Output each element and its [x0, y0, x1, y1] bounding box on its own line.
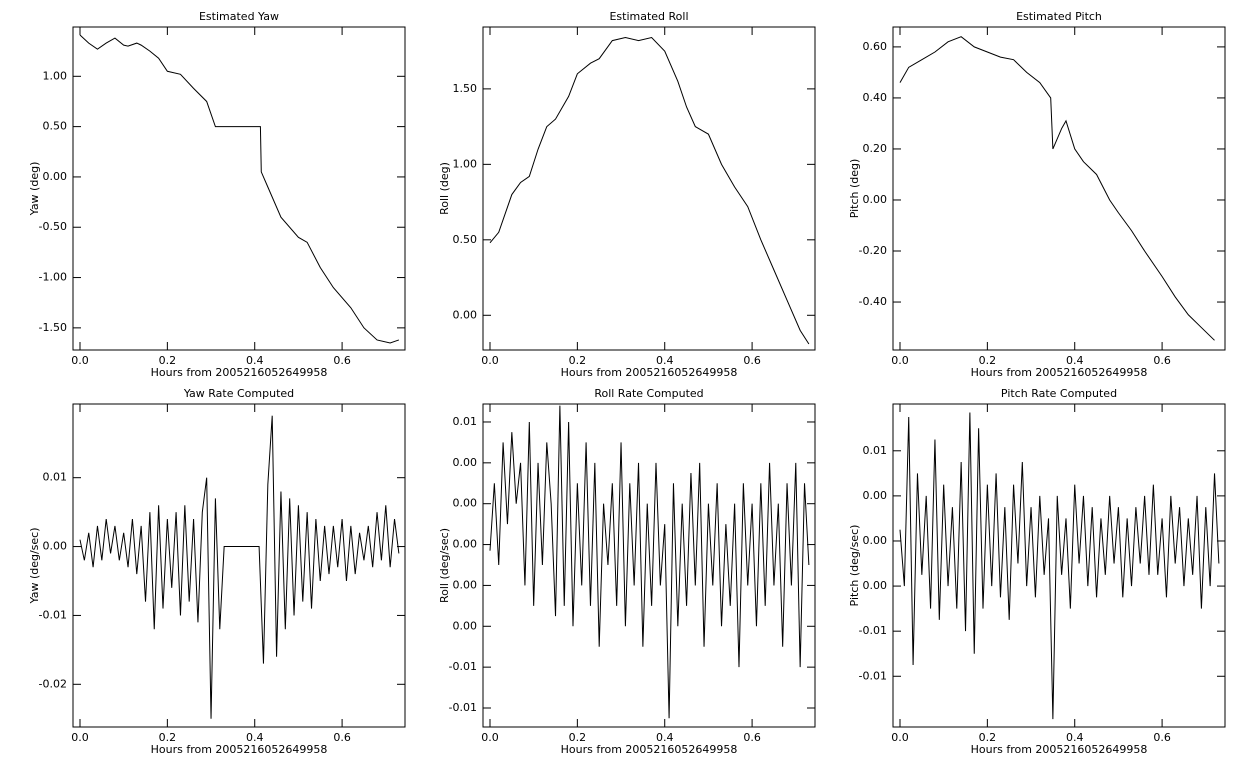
y-tick-label: 0.01 — [863, 444, 888, 457]
plot-frame — [482, 26, 816, 351]
y-tick-label: 0.50 — [43, 120, 68, 133]
y-tick-label: 0.00 — [453, 497, 478, 510]
y-tick-label: -0.01 — [449, 660, 477, 673]
x-tick-label: 0.6 — [743, 731, 761, 744]
plot-frame — [482, 403, 816, 728]
y-tick-label: 0.00 — [863, 534, 888, 547]
x-axis-label: Hours from 2005216052649958 — [971, 743, 1148, 756]
y-tick-label: -0.40 — [859, 295, 887, 308]
y-axis-label: Yaw (deg) — [28, 162, 41, 217]
x-tick-label: 0.4 — [656, 354, 674, 367]
y-tick-label: 0.00 — [863, 579, 888, 592]
y-tick-label: -0.01 — [859, 669, 887, 682]
y-axis-label: Pitch (deg/sec) — [848, 525, 861, 607]
y-tick-label: -0.02 — [39, 677, 67, 690]
x-axis-label: Hours from 2005216052649958 — [561, 743, 738, 756]
x-tick-label: 0.2 — [159, 731, 177, 744]
x-tick-label: 0.4 — [246, 731, 264, 744]
data-line — [489, 405, 810, 719]
y-tick-label: -0.50 — [39, 220, 67, 233]
chart-title: Estimated Roll — [609, 10, 688, 23]
x-tick-label: 0.2 — [979, 731, 997, 744]
x-tick-label: 0.6 — [333, 731, 351, 744]
y-tick-label: 0.00 — [453, 538, 478, 551]
chart-title: Pitch Rate Computed — [1001, 387, 1117, 400]
y-tick-label: 0.01 — [43, 471, 68, 484]
y-tick-label: 1.00 — [43, 69, 68, 82]
x-tick-label: 0.0 — [481, 354, 499, 367]
x-axis-label: Hours from 2005216052649958 — [561, 366, 738, 379]
y-tick-label: 1.50 — [453, 82, 478, 95]
plot-frame — [892, 26, 1226, 351]
y-tick-label: 0.50 — [453, 233, 478, 246]
x-tick-label: 0.0 — [481, 731, 499, 744]
y-tick-label: 0.00 — [43, 540, 68, 553]
data-line — [79, 415, 400, 719]
data-line — [79, 34, 400, 344]
y-tick-label: -0.01 — [39, 608, 67, 621]
x-tick-label: 0.0 — [891, 731, 909, 744]
y-tick-label: -0.20 — [859, 244, 887, 257]
y-tick-label: 0.60 — [863, 40, 888, 53]
x-tick-label: 0.4 — [1066, 731, 1084, 744]
y-tick-label: 0.00 — [453, 308, 478, 321]
data-line — [489, 37, 810, 345]
y-tick-label: -0.01 — [449, 701, 477, 714]
x-tick-label: 0.6 — [743, 354, 761, 367]
y-tick-label: 0.00 — [863, 489, 888, 502]
x-tick-label: 0.4 — [1066, 354, 1084, 367]
y-axis-label: Roll (deg/sec) — [438, 528, 451, 603]
y-tick-label: -1.00 — [39, 271, 67, 284]
data-line — [899, 412, 1220, 720]
y-tick-label: 1.00 — [453, 157, 478, 170]
x-tick-label: 0.6 — [333, 354, 351, 367]
y-tick-label: 0.40 — [863, 91, 888, 104]
y-tick-label: 0.00 — [453, 619, 478, 632]
y-axis-label: Roll (deg) — [438, 162, 451, 215]
data-line — [899, 36, 1215, 341]
chart-title: Estimated Pitch — [1016, 10, 1102, 23]
x-tick-label: 0.2 — [159, 354, 177, 367]
x-tick-label: 0.4 — [656, 731, 674, 744]
x-tick-label: 0.0 — [71, 731, 89, 744]
x-tick-label: 0.6 — [1153, 731, 1171, 744]
x-tick-label: 0.2 — [569, 731, 587, 744]
y-tick-label: -0.01 — [859, 624, 887, 637]
chart-title: Roll Rate Computed — [594, 387, 703, 400]
x-tick-label: 0.0 — [891, 354, 909, 367]
x-axis-label: Hours from 2005216052649958 — [151, 366, 328, 379]
x-tick-label: 0.6 — [1153, 354, 1171, 367]
chart-title: Yaw Rate Computed — [183, 387, 294, 400]
plot-frame — [72, 26, 406, 351]
y-axis-label: Pitch (deg) — [848, 159, 861, 219]
x-axis-label: Hours from 2005216052649958 — [151, 743, 328, 756]
y-tick-label: 0.00 — [863, 193, 888, 206]
y-tick-label: 0.00 — [43, 170, 68, 183]
y-tick-label: 0.00 — [453, 578, 478, 591]
chart-title: Estimated Yaw — [199, 10, 279, 23]
x-axis-label: Hours from 2005216052649958 — [971, 366, 1148, 379]
y-tick-label: 0.20 — [863, 142, 888, 155]
x-tick-label: 0.2 — [569, 354, 587, 367]
x-tick-label: 0.2 — [979, 354, 997, 367]
y-axis-label: Yaw (deg/sec) — [28, 527, 41, 604]
x-tick-label: 0.4 — [246, 354, 264, 367]
plot-frame — [892, 403, 1226, 728]
plot-frame — [72, 403, 406, 728]
y-tick-label: 0.00 — [453, 456, 478, 469]
y-tick-label: -1.50 — [39, 321, 67, 334]
y-tick-label: 0.01 — [453, 415, 478, 428]
x-tick-label: 0.0 — [71, 354, 89, 367]
